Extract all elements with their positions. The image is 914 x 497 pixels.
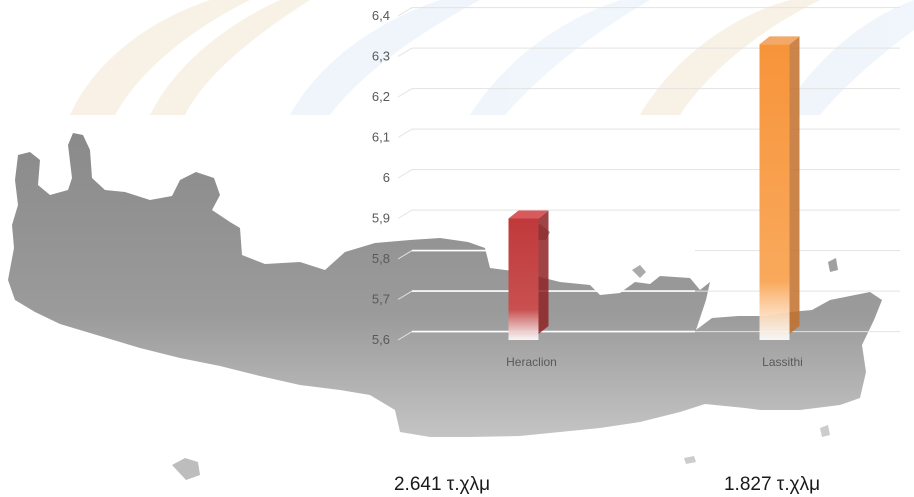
bar-side — [789, 36, 800, 334]
gridline-depth — [397, 250, 413, 260]
y-tick-label: 6,3 — [372, 49, 390, 64]
bar-side — [538, 210, 549, 334]
heraclion-area-label: 2.641 τ.χλμ — [394, 474, 490, 495]
y-tick-label: 5,9 — [372, 211, 390, 226]
y-tick-label: 6,2 — [372, 89, 390, 104]
gridline-depth — [397, 47, 413, 57]
gridline-depth — [397, 169, 413, 179]
category-labels: Heraclion Lassithi — [506, 355, 803, 369]
crete-map — [8, 133, 882, 480]
gridline-depth — [397, 88, 413, 98]
bar-heraclion — [508, 218, 539, 340]
y-tick-label: 5,8 — [372, 251, 390, 266]
bar-lassithi — [759, 44, 790, 340]
y-axis-ticks: 5,6 5,7 5,8 5,9 6 6,1 6,2 6,3 6,4 — [372, 8, 390, 347]
gridline-depth — [397, 128, 413, 138]
bars — [508, 36, 800, 340]
y-tick-label: 6,1 — [372, 130, 390, 145]
bar-top — [759, 36, 800, 45]
gridlines — [397, 7, 900, 341]
category-label: Heraclion — [506, 355, 557, 369]
background-pattern — [70, 0, 914, 115]
y-tick-label: 5,7 — [372, 292, 390, 307]
lassithi-area-label: 1.827 τ.χλμ — [724, 474, 820, 495]
gridline-depth — [397, 331, 413, 341]
y-tick-label: 6,4 — [372, 8, 390, 23]
gridline-depth — [397, 7, 413, 17]
category-label: Lassithi — [762, 355, 803, 369]
gridline-depth — [397, 209, 413, 219]
y-tick-label: 5,6 — [372, 332, 390, 347]
bar-top — [508, 210, 549, 219]
gridline-depth — [397, 290, 413, 300]
y-tick-label: 6 — [383, 170, 390, 185]
